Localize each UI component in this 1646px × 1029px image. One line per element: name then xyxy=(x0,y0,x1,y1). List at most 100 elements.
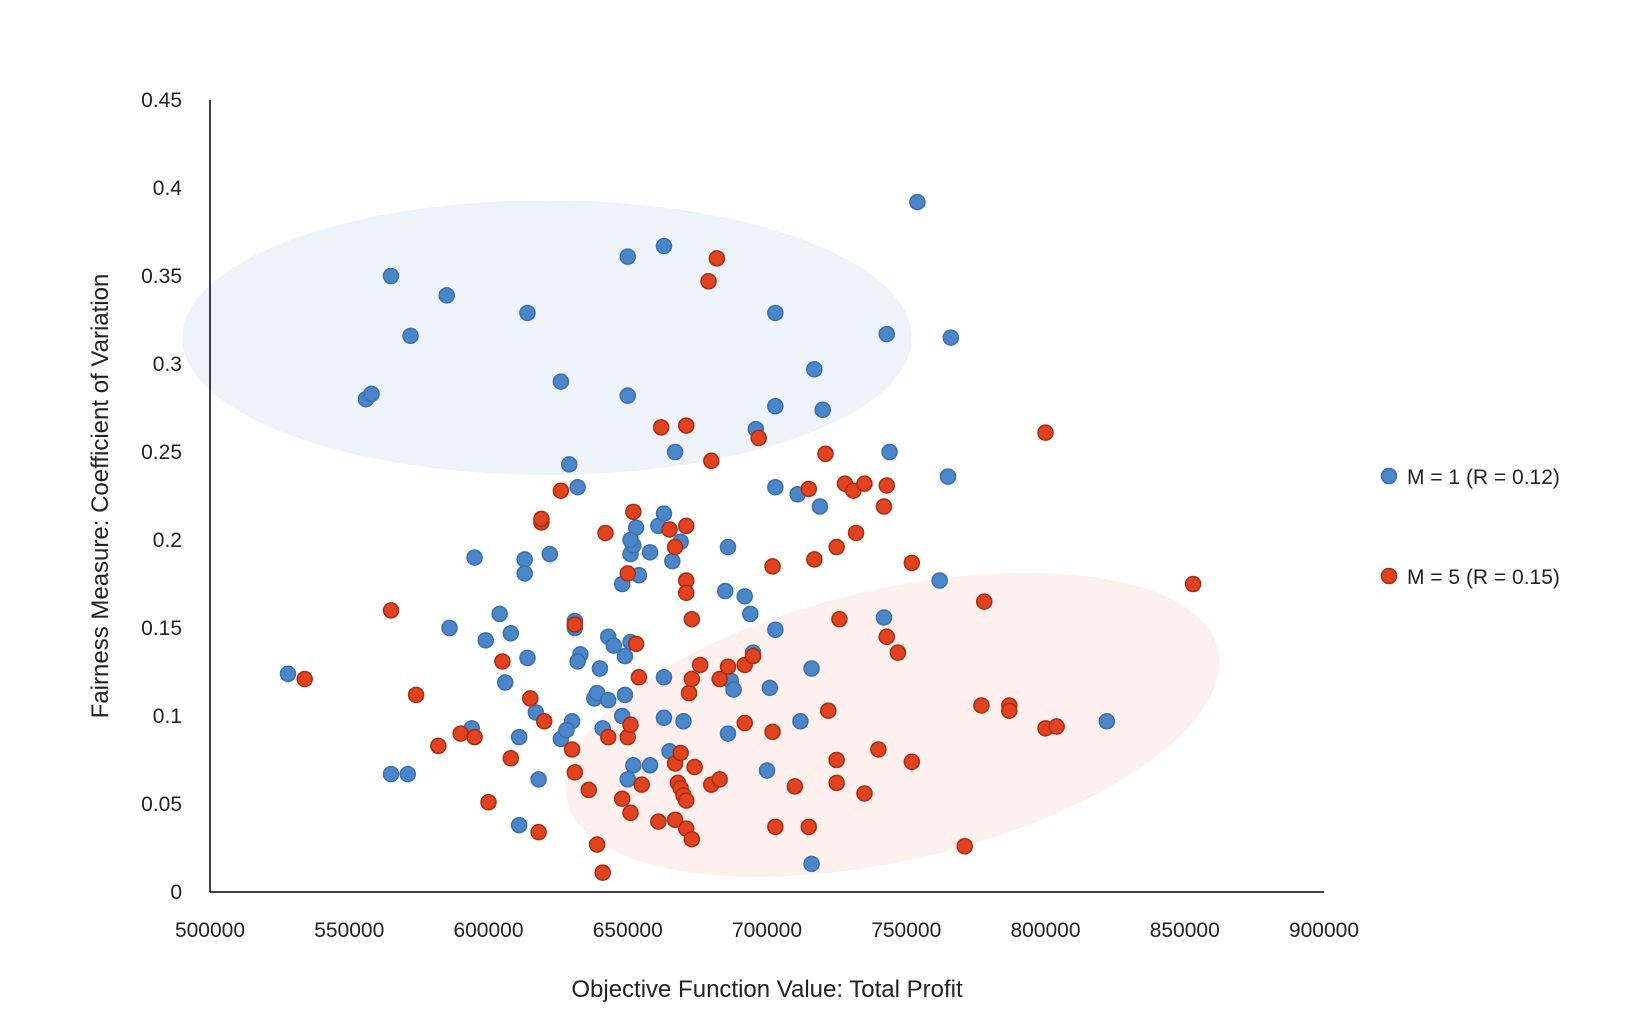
series-2-point xyxy=(700,273,717,290)
series-2-point xyxy=(1037,424,1054,441)
series-1-point xyxy=(477,632,494,649)
series-2-point xyxy=(870,741,887,758)
series-2-point xyxy=(407,686,425,704)
series-2-point xyxy=(800,818,818,836)
series-1-point xyxy=(466,549,483,566)
series-1-point xyxy=(931,572,948,589)
series-2-point xyxy=(535,713,553,730)
series-2-point xyxy=(711,670,728,688)
y-tick-label: 0.45 xyxy=(141,89,182,112)
y-tick-label: 0.15 xyxy=(141,617,182,640)
highlight-regions xyxy=(182,200,1220,877)
series-2-point xyxy=(588,836,606,853)
series-2-point xyxy=(847,524,865,542)
series-2-point xyxy=(680,684,698,702)
series-2-point xyxy=(736,714,753,732)
x-tick-label: 850000 xyxy=(1150,919,1220,942)
series-2-point xyxy=(719,658,737,675)
series-2-point xyxy=(889,644,907,661)
series-1-point xyxy=(619,248,636,265)
series-1-point xyxy=(939,468,957,485)
series-1-point xyxy=(279,665,297,683)
series-1-point xyxy=(742,605,759,623)
series-2-point xyxy=(878,628,896,646)
y-tick-label: 0.35 xyxy=(141,265,182,288)
legend-marker-1 xyxy=(1380,467,1398,485)
series-2-point xyxy=(622,804,639,822)
series-2-point xyxy=(903,554,921,572)
series-2-point xyxy=(708,250,726,267)
series-2-point xyxy=(566,764,584,781)
series-1-point xyxy=(767,304,784,322)
series-2-point xyxy=(677,584,695,602)
series-2-point xyxy=(1001,702,1018,719)
x-tick-label: 900000 xyxy=(1289,919,1359,942)
series-2-point xyxy=(806,551,823,568)
x-tick-label: 750000 xyxy=(871,919,941,942)
series-1-point xyxy=(516,565,533,582)
x-tick-label: 800000 xyxy=(1010,919,1080,942)
series-1-point xyxy=(655,505,673,522)
series-1-point xyxy=(510,728,528,746)
series-2-point xyxy=(683,830,701,848)
series-2-point xyxy=(1184,575,1202,593)
series-1-point xyxy=(569,478,586,496)
series-1-point xyxy=(591,660,609,677)
series-2-point xyxy=(494,653,511,670)
series-2-point xyxy=(677,417,695,434)
y-axis-title: Fairness Measure: Coefficient of Variati… xyxy=(87,274,114,719)
series-2-point xyxy=(452,725,469,742)
highlight-ellipse-1 xyxy=(182,200,912,475)
legend-label-2: M = 5 (R = 0.15) xyxy=(1407,566,1560,589)
series-1-point xyxy=(491,605,508,623)
series-2-point xyxy=(466,728,483,746)
series-2-point xyxy=(856,785,873,802)
series-1-point xyxy=(803,660,820,677)
series-2-point xyxy=(580,781,598,799)
series-2-point xyxy=(597,524,614,542)
series-1-point xyxy=(736,588,753,605)
series-1-point xyxy=(616,686,634,704)
series-1-point xyxy=(519,649,536,667)
series-2-point xyxy=(711,771,728,788)
series-2-point xyxy=(817,445,834,463)
y-tick-label: 0.4 xyxy=(153,177,183,200)
legend-label-1: M = 1 (R = 0.12) xyxy=(1407,466,1560,489)
x-tick-label: 500000 xyxy=(175,919,245,942)
tick-labels: 500000 550000 600000 650000 700000 750000 8000… xyxy=(141,89,1359,942)
series-2-point xyxy=(480,793,497,811)
series-2-point xyxy=(800,480,818,498)
series-1-point xyxy=(382,765,400,783)
series-2-point xyxy=(563,741,581,758)
series-2-point xyxy=(522,690,539,707)
axes xyxy=(209,100,1324,893)
series-2-point xyxy=(764,723,781,741)
series-1-point xyxy=(655,237,673,255)
y-tick-label: 0.2 xyxy=(153,529,182,552)
series-2-point xyxy=(382,602,400,619)
series-1-point xyxy=(625,757,642,774)
series-1-point xyxy=(622,531,639,549)
series-1-point xyxy=(655,709,673,727)
series-1-point xyxy=(767,478,784,496)
series-2-point xyxy=(652,419,670,436)
y-tick-label: 0.3 xyxy=(153,353,182,376)
series-2-point xyxy=(552,482,570,499)
y-tick-label: 0.05 xyxy=(141,793,182,816)
series-2-point xyxy=(296,670,313,688)
series-2-point xyxy=(956,837,973,855)
series-1-point xyxy=(402,327,419,345)
series-1-point xyxy=(541,545,559,563)
series-1-point xyxy=(803,855,820,873)
series-2-point xyxy=(650,813,667,830)
series-1-point xyxy=(655,669,673,686)
series-2-point xyxy=(744,647,762,665)
series-1-point xyxy=(561,456,578,473)
series-2-point xyxy=(594,864,611,881)
series-1-point xyxy=(641,544,659,561)
series-1-point xyxy=(758,762,776,779)
series-1-point xyxy=(792,713,809,730)
series-2-point xyxy=(828,774,845,792)
series-1-point xyxy=(767,621,784,639)
series-2-point xyxy=(878,477,896,494)
